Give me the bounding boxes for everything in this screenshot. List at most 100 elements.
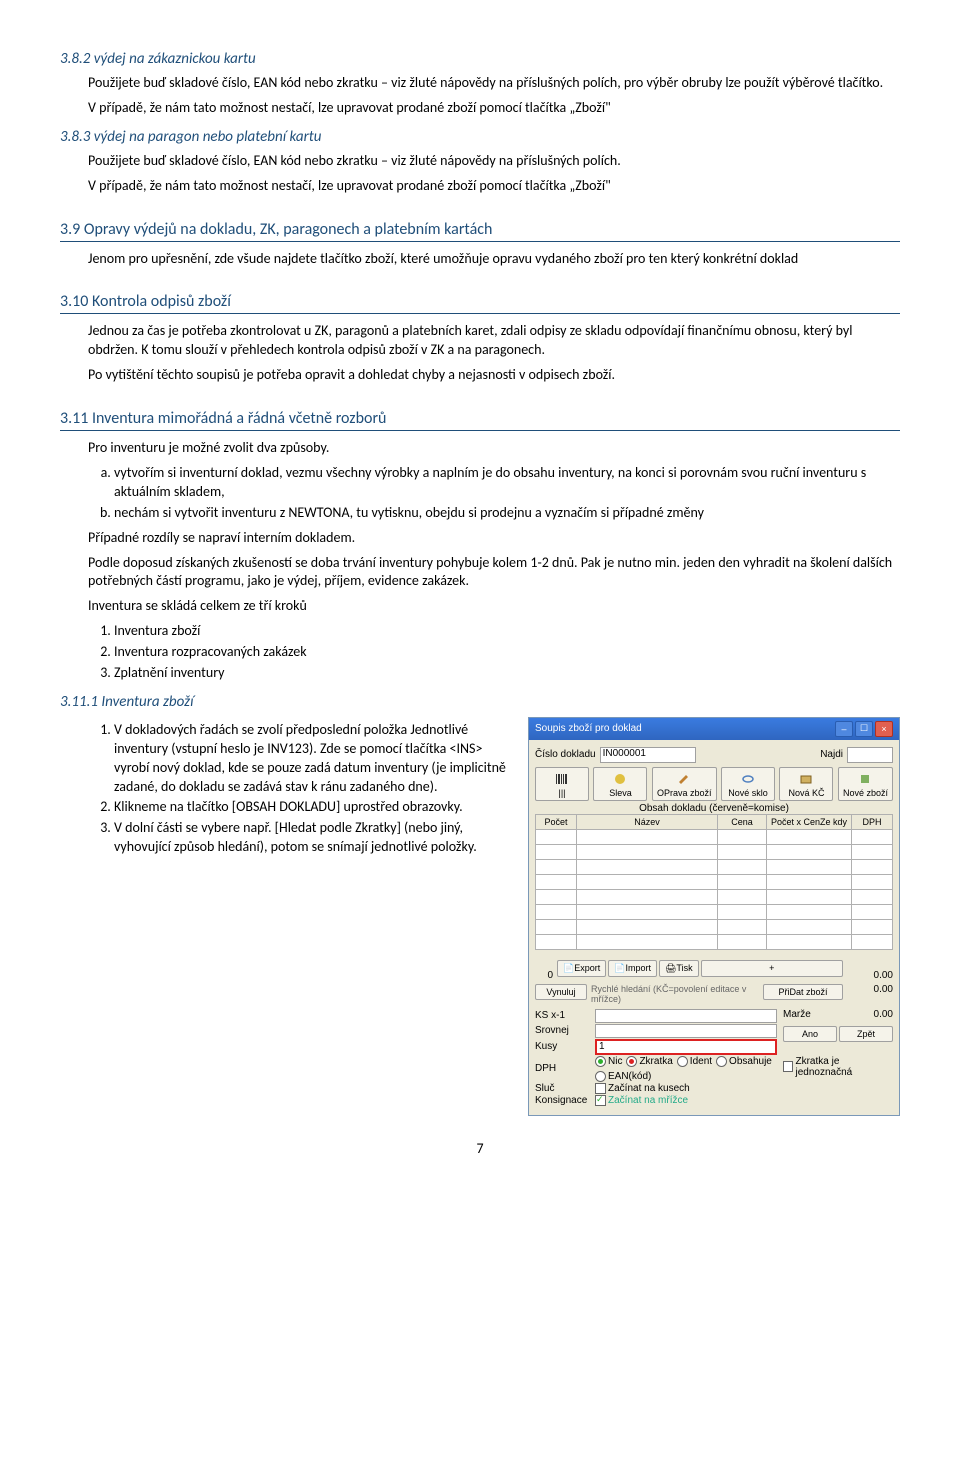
zpet-button[interactable]: Zpět — [839, 1026, 893, 1042]
list-311-num: Inventura zboží Inventura rozpracovaných… — [60, 622, 900, 683]
barcode-icon — [555, 772, 569, 786]
maximize-icon[interactable]: ☐ — [855, 721, 873, 737]
list-item-3111-1: V dokladových řadách se zvolí předposled… — [114, 721, 514, 797]
ksx1-label: KS x-1 — [535, 1010, 595, 1021]
radio-zkratka-label: Zkratka — [639, 1056, 672, 1067]
total-count: 0 — [535, 970, 553, 981]
import-button[interactable]: 📄Import — [608, 960, 657, 977]
content-grid[interactable]: Počet Název Cena Počet x CenZe kdy DPH — [535, 814, 893, 950]
para-311-4: Inventura se skládá celkem ze tří kroků — [60, 597, 900, 616]
edit-icon — [677, 772, 691, 786]
discount-icon — [613, 772, 627, 786]
konsig-label: Konsignace — [535, 1095, 595, 1106]
barcode-label: ||| — [558, 788, 565, 798]
list-311-alpha: vytvořím si inventurní doklad, vezmu vše… — [60, 464, 900, 523]
sleva-button[interactable]: Sleva — [593, 767, 647, 801]
para-310-1: Jednou za čas je potřeba zkontrolovat u … — [60, 322, 900, 360]
heading-382: 3.8.2 výdej na zákaznickou kartu — [60, 50, 900, 68]
total-value-2: 0.00 — [847, 984, 893, 1004]
minimize-icon[interactable]: – — [835, 721, 853, 737]
para-310-2: Po vytištění těchto soupisů je potřeba o… — [60, 366, 900, 385]
para-382-2: V případě, že nám tato možnost nestačí, … — [60, 99, 900, 118]
para-311-2: Případné rozdíly se napraví interním dok… — [60, 529, 900, 548]
col-pocetxcen: Počet x CenZe kdy — [767, 814, 852, 829]
radio-zkratka[interactable] — [626, 1056, 637, 1067]
najdi-input[interactable] — [847, 747, 893, 763]
vynuluj-button[interactable]: Vynuluj — [535, 984, 587, 1000]
heading-39: 3.9 Opravy výdejů na dokladu, ZK, parago… — [60, 220, 900, 242]
radio-obsahuje-label: Obsahuje — [729, 1056, 772, 1067]
col-cena: Cena — [718, 814, 767, 829]
card-icon — [799, 772, 813, 786]
col-dph: DPH — [852, 814, 893, 829]
tisk-button[interactable]: 🖨Tisk — [659, 960, 699, 977]
col-pocet: Počet — [536, 814, 577, 829]
heading-383: 3.8.3 výdej na paragon nebo platební kar… — [60, 128, 900, 146]
novakc-button[interactable]: Nová KČ — [779, 767, 833, 801]
najdi-label: Najdi — [820, 749, 843, 760]
marze-label: Marže — [783, 1009, 817, 1020]
doc-number-label: Číslo dokladu — [535, 749, 596, 760]
para-383-1: Použijete buď skladové číslo, EAN kód ne… — [60, 152, 900, 171]
list-item-311-n3: Zplatnění inventury — [114, 664, 900, 683]
sluc-label: Sluč — [535, 1083, 595, 1094]
app-title-text: Soupis zboží pro doklad — [535, 723, 642, 734]
kusy-input[interactable]: 1 — [595, 1039, 777, 1055]
chk-kusech[interactable] — [595, 1083, 606, 1094]
radio-ean[interactable] — [595, 1071, 606, 1082]
doc-number-input[interactable]: IN000001 — [600, 747, 696, 763]
export-button[interactable]: 📄Export — [557, 960, 606, 977]
novakc-label: Nová KČ — [788, 788, 824, 798]
chk-jednozn-label: Zkratka je jednoznačná — [795, 1056, 893, 1078]
ano-button[interactable]: Ano — [783, 1026, 837, 1042]
list-item-311-n2: Inventura rozpracovaných zakázek — [114, 643, 900, 662]
heading-3111: 3.11.1 Inventura zboží — [60, 693, 900, 711]
radio-nic[interactable] — [595, 1056, 606, 1067]
chk-jednozn[interactable] — [783, 1061, 793, 1072]
list-item-311-a: vytvořím si inventurní doklad, vezmu vše… — [114, 464, 900, 502]
app-titlebar: Soupis zboží pro doklad – ☐ × — [529, 718, 899, 740]
radio-ean-label: EAN(kód) — [608, 1071, 651, 1082]
novezb-button[interactable]: Nové zboží — [838, 767, 893, 801]
chk-mrizce[interactable] — [595, 1095, 606, 1106]
app-screenshot: Soupis zboží pro doklad – ☐ × Číslo dokl… — [528, 717, 900, 1116]
para-311-3: Podle doposud získaných zkušeností se do… — [60, 554, 900, 592]
plus-button[interactable]: + — [701, 960, 843, 977]
list-item-311-b: nechám si vytvořit inventuru z NEWTONA, … — [114, 504, 900, 523]
para-383-2: V případě, že nám tato možnost nestačí, … — [60, 177, 900, 196]
radio-ident[interactable] — [677, 1056, 688, 1067]
list-3111: V dokladových řadách se zvolí předposled… — [60, 721, 514, 857]
para-382-1: Použijete buď skladové číslo, EAN kód ne… — [60, 74, 900, 93]
list-item-3111-2: Klikneme na tlačítko [OBSAH DOKLADU] upr… — [114, 798, 514, 817]
obsah-label: Obsah dokladu (červeně=komise) — [535, 803, 893, 814]
rychle-hint: Rychlé hledání (KČ=povolení editace v mř… — [591, 984, 759, 1004]
list-item-3111-3: V dolní části se vybere např. [Hledat po… — [114, 819, 514, 857]
glass-icon — [741, 772, 755, 786]
total-value-1: 0.00 — [847, 970, 893, 981]
barcode-button[interactable]: ||| — [535, 767, 589, 801]
kusy-label: Kusy — [535, 1041, 595, 1052]
heading-310: 3.10 Kontrola odpisů zboží — [60, 292, 900, 314]
col-nazev: Název — [577, 814, 718, 829]
novezb-label: Nové zboží — [843, 788, 888, 798]
ksx1-input[interactable] — [595, 1009, 777, 1023]
pridat-button[interactable]: PřiDat zboží — [763, 984, 843, 1000]
radio-obsahuje[interactable] — [716, 1056, 727, 1067]
chk-kusech-label: Začínat na kusech — [608, 1083, 690, 1094]
novesklo-button[interactable]: Nové sklo — [721, 767, 775, 801]
oprava-label: OPrava zboží — [657, 788, 712, 798]
oprava-button[interactable]: OPrava zboží — [652, 767, 717, 801]
list-item-311-n1: Inventura zboží — [114, 622, 900, 641]
para-311-1: Pro inventuru je možné zvolit dva způsob… — [60, 439, 900, 458]
close-icon[interactable]: × — [875, 721, 893, 737]
srovnej-input[interactable] — [595, 1024, 777, 1038]
novesklo-label: Nové sklo — [728, 788, 768, 798]
heading-311: 3.11 Inventura mimořádná a řádná včetně … — [60, 409, 900, 431]
toolbar: ||| Sleva OPrava zboží Nové sklo Nová KČ — [535, 767, 893, 801]
page-number: 7 — [60, 1140, 900, 1157]
radio-ident-label: Ident — [690, 1056, 712, 1067]
radio-nic-label: Nic — [608, 1056, 622, 1067]
new-item-icon — [858, 772, 872, 786]
total-value-3: 0.00 — [874, 1009, 893, 1020]
chk-mrizce-label: Začínat na mřížce — [608, 1095, 688, 1106]
